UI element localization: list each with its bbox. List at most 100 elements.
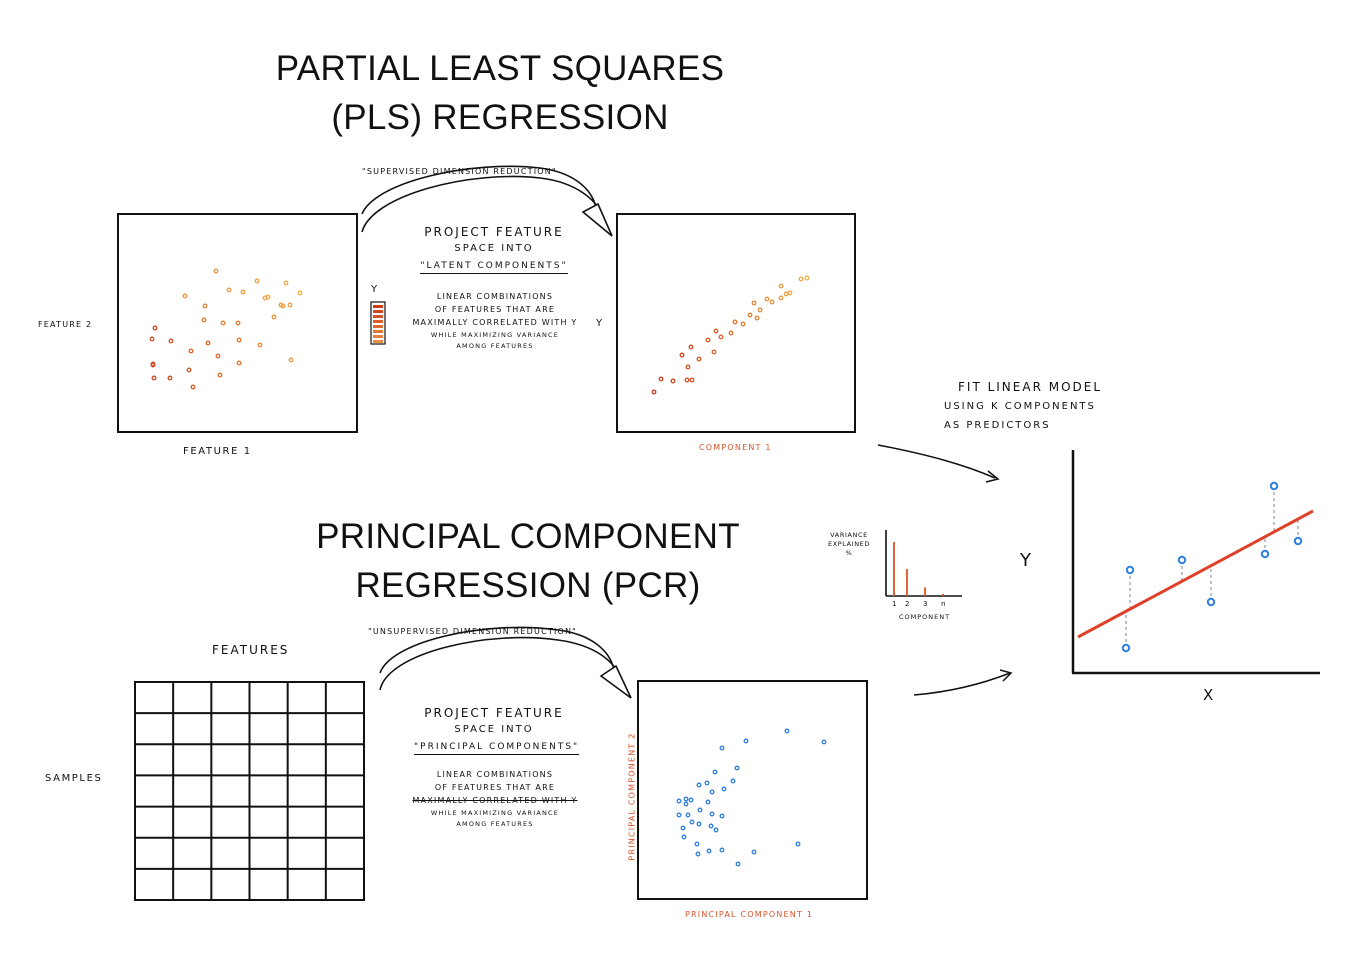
variance-tick-label: n: [941, 600, 945, 608]
pcr-component-plot: [637, 680, 868, 900]
pcr-point: [689, 819, 695, 825]
fit-point: [1121, 643, 1131, 653]
pcr-point: [795, 841, 801, 847]
pcr-point: [713, 827, 719, 833]
pls-feature-point: [257, 342, 263, 348]
pls-title-line2: (PLS) REGRESSION: [331, 98, 669, 137]
pls-component-point: [769, 299, 775, 305]
pls-component-point: [804, 275, 810, 281]
y-color-bar-swatch: [373, 310, 383, 313]
pcr-desc-line1: LINEAR COMBINATIONS: [436, 770, 554, 779]
variance-ylabel-line1: VARIANCE: [830, 531, 868, 539]
pls-component-point: [670, 378, 676, 384]
feature1-label: FEATURE 1: [183, 446, 252, 457]
pls-feature-point: [288, 357, 294, 363]
fit-line3: AS PREDICTORS: [944, 420, 1051, 431]
pls-feature-point: [226, 287, 232, 293]
pls-feature-point: [236, 337, 242, 343]
pcr-point: [705, 799, 711, 805]
pcr-point: [734, 765, 740, 771]
pls-feature-point: [168, 338, 174, 344]
pcr-point: [696, 821, 702, 827]
pls-component-scatter: [651, 275, 810, 395]
pcr-point: [696, 782, 702, 788]
pls-component-label: COMPONENT 1: [699, 443, 772, 452]
pcr-point: [688, 797, 694, 803]
pls-feature-point: [297, 290, 303, 296]
pcr-point: [680, 825, 686, 831]
pcr-tagline: "UNSUPERVISED DIMENSION REDUCTION": [368, 627, 578, 636]
variance-tick-label: 2: [905, 600, 909, 608]
pcr-point: [735, 861, 741, 867]
fit-x-label: X: [1203, 686, 1215, 704]
pls-feature-point: [201, 317, 207, 323]
pls-feature-point: [254, 278, 260, 284]
pcr-point: [697, 807, 703, 813]
pls-component-point: [679, 352, 685, 358]
pcr-point: [721, 786, 727, 792]
variance-xlabel: COMPONENT: [899, 613, 951, 621]
pls-component-point: [778, 283, 784, 289]
y-color-bar-swatch: [373, 335, 383, 338]
pcr-point: [694, 841, 700, 847]
pls-component-point: [740, 321, 746, 327]
pls-component-plot: [616, 213, 856, 433]
pcr-desc-line2: OF FEATURES THAT ARE: [434, 783, 556, 792]
y-color-bar: [370, 301, 386, 345]
pls-feature-point: [220, 320, 226, 326]
pls-feature-point: [152, 325, 158, 331]
pcr-project-text: PROJECT FEATURE SPACE INTO "PRINCIPAL CO…: [414, 706, 580, 755]
pcr-title: PRINCIPAL COMPONENT REGRESSION (PCR): [268, 512, 788, 610]
pls-desc-line5: AMONG FEATURES: [456, 342, 534, 350]
pls-desc-line2: OF FEATURES THAT ARE: [434, 305, 556, 314]
fit-line2: USING K COMPONENTS: [944, 401, 1096, 412]
pcr-point: [681, 834, 687, 840]
pc1-label: PRINCIPAL COMPONENT 1: [685, 910, 814, 919]
pls-feature-point: [202, 303, 208, 309]
pcr-point: [676, 812, 682, 818]
feature2-label: FEATURE 2: [38, 320, 93, 329]
pls-component-point: [718, 334, 724, 340]
pcr-point: [683, 801, 689, 807]
pls-desc-line1: LINEAR COMBINATIONS: [436, 292, 554, 301]
y-color-bar-swatch: [373, 330, 383, 333]
pls-feature-point: [287, 302, 293, 308]
pcr-desc-line3: MAXIMALLY CORRELATED WITH Y: [412, 796, 578, 805]
pcr-point: [709, 811, 715, 817]
pls-project-line2: SPACE INTO: [454, 243, 534, 254]
variance-explained-chart: 1 2 3 n: [885, 530, 962, 608]
pcr-title-line1: PRINCIPAL COMPONENT: [316, 517, 740, 556]
pls-component-point: [787, 290, 793, 296]
regression-line: [1077, 509, 1314, 639]
y-color-bar-swatch: [373, 340, 383, 343]
features-label: FEATURES: [212, 643, 290, 657]
fit-point: [1269, 481, 1279, 491]
pcr-title-line2: REGRESSION (PCR): [355, 566, 701, 605]
pls-component-point: [747, 312, 753, 318]
pls-feature-space-plot: [117, 213, 358, 433]
feature-matrix-grid: [134, 681, 365, 901]
pls-y-label: Y: [596, 318, 604, 329]
pcr-project-line3: "PRINCIPAL COMPONENTS": [414, 742, 580, 755]
pls-feature-point: [215, 353, 221, 359]
pls-feature-point: [240, 289, 246, 295]
pls-feature-point: [150, 362, 156, 368]
pcr-point: [685, 812, 691, 818]
pcr-project-line1: PROJECT FEATURE: [424, 706, 564, 720]
pls-component-point: [658, 376, 664, 382]
pls-component-point: [685, 364, 691, 370]
pcr-point: [730, 778, 736, 784]
pls-feature-point: [235, 320, 241, 326]
pcr-component-scatter: [676, 728, 827, 867]
pcr-desc-line4: WHILE MAXIMIZING VARIANCE: [430, 809, 560, 817]
pcr-point: [709, 789, 715, 795]
pcr-project-line2: SPACE INTO: [454, 724, 534, 735]
pls-component-point: [764, 296, 770, 302]
pls-component-point: [705, 337, 711, 343]
pc2-label: PRINCIPAL COMPONENT 2: [627, 732, 637, 861]
variance-tick-label: 1: [892, 600, 896, 608]
pcr-point: [719, 745, 725, 751]
pls-feature-point: [262, 295, 268, 301]
pls-feature-point: [271, 314, 277, 320]
pls-feature-point: [188, 348, 194, 354]
